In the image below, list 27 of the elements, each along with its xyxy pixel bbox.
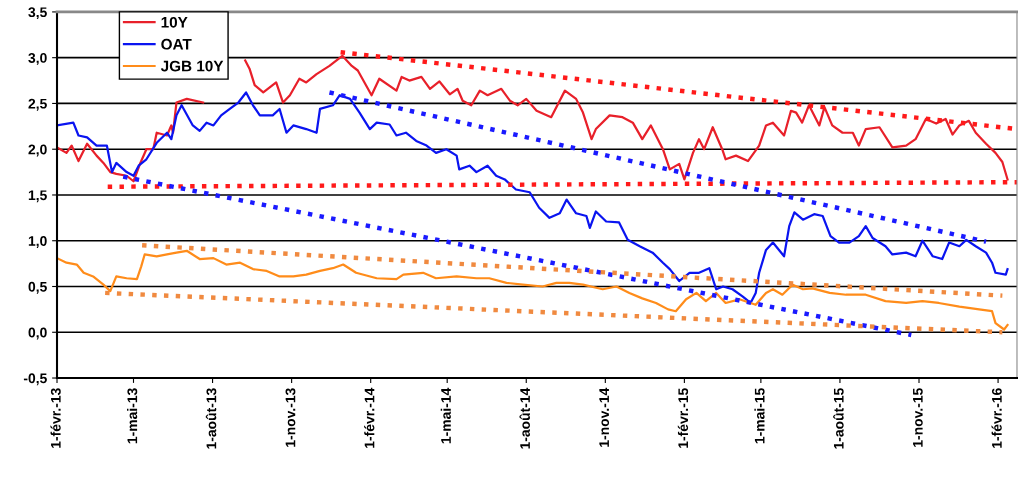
line-series xyxy=(57,249,1009,331)
x-tick-label: 1-févr.-13 xyxy=(50,388,61,448)
x-tick-label: 1-nov.-15 xyxy=(913,388,923,447)
y-tick-label: 2,0 xyxy=(28,144,47,157)
legend-label: OAT xyxy=(161,38,192,50)
y-tick-label: 0,0 xyxy=(28,327,47,340)
y-tick-label: 1,0 xyxy=(28,236,47,248)
y-tick-label: 1,5 xyxy=(28,190,47,203)
y-tick-label: 3,5 xyxy=(28,7,47,20)
y-tick-label: 2,5 xyxy=(28,98,47,111)
legend-label: JGB 10Y xyxy=(160,60,224,72)
y-tick-label: -0,5 xyxy=(23,373,47,386)
x-tick-label: 1-août-14 xyxy=(519,387,530,449)
x-tick-label: 1-mai-15 xyxy=(754,388,765,444)
x-tick-label: 1-févr.-16 xyxy=(991,388,1002,448)
legend-label: 10Y xyxy=(161,16,188,28)
y-tick-label: 0,5 xyxy=(28,281,47,294)
x-tick-label: 1-août-13 xyxy=(205,388,217,449)
x-tick-label: 1-août-15 xyxy=(833,388,844,449)
x-tick-label: 1-mai-14 xyxy=(440,387,451,444)
y-tick-label: 3,0 xyxy=(28,53,47,65)
line-series xyxy=(57,91,1009,305)
x-tick-label: 1-févr.-15 xyxy=(677,388,689,448)
x-tick-label: 1-nov.-13 xyxy=(285,388,296,447)
x-tick-label: 1-mai-13 xyxy=(127,388,138,444)
x-tick-label: 1-févr.-14 xyxy=(364,387,375,448)
x-tick-label: 1-nov.-14 xyxy=(599,387,610,447)
